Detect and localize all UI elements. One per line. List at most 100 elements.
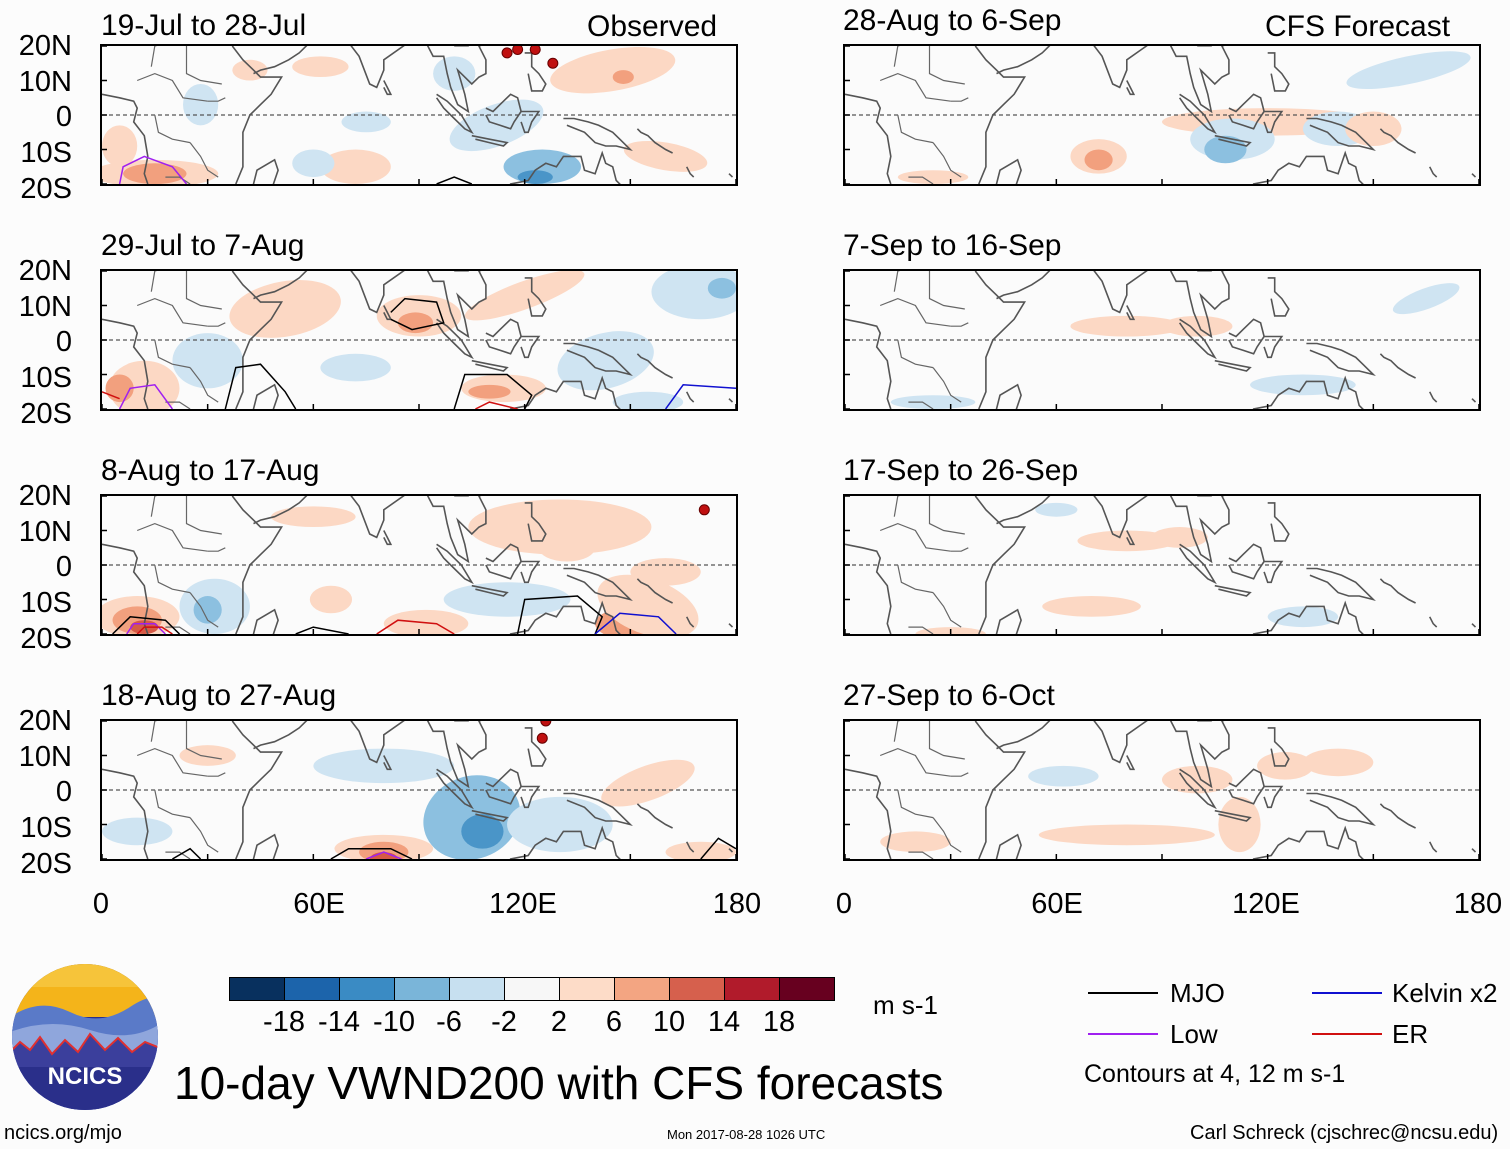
storm-icon	[540, 721, 552, 727]
coastline	[1428, 391, 1438, 403]
anomaly-region	[468, 384, 511, 399]
er-legend-label: ER	[1392, 1019, 1429, 1049]
coastline	[509, 825, 621, 859]
coastline	[1214, 809, 1252, 822]
border-line	[165, 176, 191, 184]
coastline	[1252, 600, 1364, 634]
lat-label: 0	[55, 326, 72, 358]
border-line	[879, 297, 951, 327]
map-panel-l3	[100, 719, 738, 861]
border-line	[928, 271, 965, 310]
coastline	[996, 496, 1051, 525]
anomaly-region	[1035, 502, 1078, 517]
panel-title-l3: 18-Aug to 27-Aug	[101, 679, 337, 712]
coastline	[1093, 496, 1148, 539]
panel-title-l2: 8-Aug to 17-Aug	[101, 454, 320, 487]
coastline	[636, 803, 673, 829]
anomaly-region	[1302, 748, 1374, 777]
lon-label-l1: 60E	[293, 888, 345, 920]
border-line	[150, 46, 158, 67]
site-url[interactable]: ncics.org/mjo	[4, 1122, 122, 1144]
coastline	[435, 768, 474, 810]
kelvin-legend-line	[1312, 992, 1382, 994]
colorbar-swatch	[560, 978, 615, 1000]
coastline	[435, 543, 474, 585]
coastline	[509, 600, 621, 634]
coastline	[1379, 578, 1416, 604]
anomaly-region	[172, 333, 243, 389]
coastline	[728, 623, 734, 628]
colorbar-tick: -2	[491, 1006, 517, 1038]
lat-label: 20N	[18, 255, 72, 287]
coastline	[1214, 134, 1252, 147]
lat-label: 20S	[20, 173, 72, 205]
border-line	[897, 339, 934, 369]
colorbar-swatch	[780, 978, 834, 1000]
coastline	[426, 271, 487, 339]
anomaly-region	[179, 745, 236, 766]
wave-contour	[136, 626, 173, 634]
border-line	[154, 114, 191, 144]
colorbar-units: m s-1	[873, 990, 938, 1020]
anomaly-region	[309, 585, 353, 614]
coastline	[102, 318, 149, 409]
coastline	[685, 391, 695, 403]
colorbar-tick: 2	[550, 1006, 568, 1038]
anomaly-region	[102, 125, 138, 167]
wave-contour	[700, 837, 736, 859]
coastline	[1306, 342, 1376, 376]
anomaly-region	[601, 759, 695, 807]
map-panel-l2	[100, 494, 738, 636]
lat-label: 0	[55, 101, 72, 133]
map-field	[845, 721, 1479, 859]
logo-text: NCICS	[48, 1063, 123, 1090]
coastline	[1263, 560, 1284, 584]
coastline	[636, 578, 673, 604]
coastline	[1263, 110, 1284, 134]
coastline	[1228, 318, 1265, 355]
coastline	[252, 833, 279, 859]
coastline	[524, 52, 547, 92]
lat-label: 10S	[20, 362, 72, 394]
anomaly-region	[538, 533, 596, 562]
anomaly-region	[1345, 111, 1402, 147]
border-line	[189, 142, 219, 178]
coastline	[728, 398, 734, 403]
coastline	[995, 158, 1022, 184]
border-line	[950, 322, 969, 327]
lat-label: 20N	[18, 705, 72, 737]
lon-label-r1: 60E	[1031, 888, 1083, 920]
coastline	[974, 46, 1027, 184]
coastline	[1471, 623, 1477, 628]
wave-contour	[516, 595, 604, 634]
map-panel-r1	[843, 269, 1481, 411]
coastline	[1214, 584, 1252, 597]
border-line	[897, 564, 934, 594]
anomaly-region	[1267, 606, 1339, 628]
coastline	[350, 496, 405, 539]
coastline	[1267, 727, 1290, 767]
wave-contour	[118, 155, 188, 184]
coastline	[509, 150, 621, 184]
border-line	[207, 772, 226, 777]
coastline	[1093, 271, 1148, 314]
lat-label: 20S	[20, 398, 72, 430]
coastline	[1263, 785, 1284, 809]
coastline	[231, 496, 284, 634]
colorbar-swatch	[340, 978, 395, 1000]
colorbar-swatch	[285, 978, 340, 1000]
coastline	[253, 271, 308, 300]
coastline	[485, 543, 522, 580]
anomaly-region	[397, 312, 434, 334]
anomaly-region	[292, 149, 335, 178]
border-line	[932, 817, 962, 853]
ncics-logo: NCICS	[12, 964, 158, 1110]
lat-label: 10S	[20, 812, 72, 844]
anomaly-region	[461, 814, 504, 849]
storm-icon	[501, 47, 513, 59]
coastline	[1252, 150, 1364, 184]
coastline	[252, 608, 279, 634]
coastline	[996, 271, 1051, 300]
coastline	[1093, 721, 1148, 764]
coastline	[1306, 117, 1376, 151]
